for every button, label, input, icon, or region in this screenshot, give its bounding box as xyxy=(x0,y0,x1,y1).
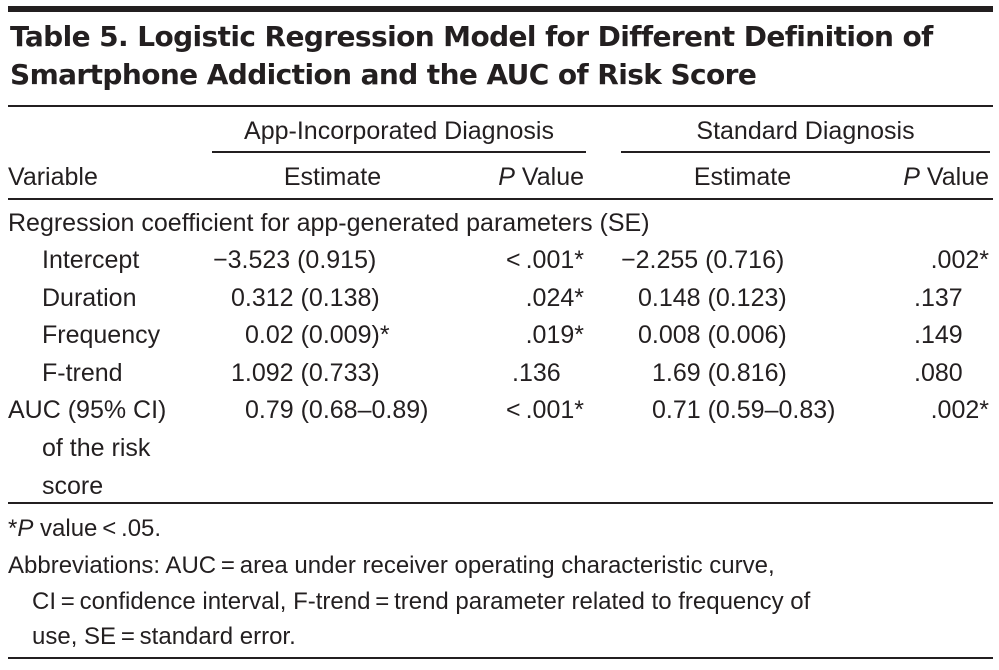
table-top-rule xyxy=(8,6,993,12)
auc-label-line-2: of the risk xyxy=(42,434,151,462)
auc-label-line-1: AUC (95% CI) xyxy=(8,396,167,424)
row-label: F-trend xyxy=(42,359,123,387)
app-estimate: 0.312 (0.138) xyxy=(231,284,380,312)
p-italic: P xyxy=(903,163,920,191)
column-header-app-pvalue: P Value xyxy=(440,162,584,192)
app-pvalue: < .001* xyxy=(506,246,584,274)
footnote-abbreviations-line-3: use, SE = standard error. xyxy=(32,623,296,650)
column-header-std-pvalue: P Value xyxy=(850,162,989,192)
std-pvalue: .080 xyxy=(914,359,963,387)
std-estimate: 0.148 (0.123) xyxy=(638,284,787,312)
std-pvalue: .137 xyxy=(914,284,963,312)
row-label: Duration xyxy=(42,284,137,312)
app-pvalue: .136 xyxy=(512,359,561,387)
auc-app-pvalue: < .001* xyxy=(506,396,584,424)
footnote-sig-text: value < .05. xyxy=(33,515,162,542)
title-line-2: Smartphone Addiction and the AUC of Risk… xyxy=(10,58,757,91)
row-label: Frequency xyxy=(42,321,161,349)
group-rule-standard xyxy=(621,151,990,153)
footnote-abbreviations-line-2: CI = confidence interval, F-trend = tren… xyxy=(32,588,811,615)
footnote-bottom-rule xyxy=(8,657,993,659)
p-value-word: Value xyxy=(919,163,989,191)
footnote-abbreviations-line-1: Abbreviations: AUC = area under receiver… xyxy=(8,552,775,579)
std-pvalue: .149 xyxy=(914,321,963,349)
auc-std-estimate: 0.71 (0.59–0.83) xyxy=(652,396,836,424)
p-value-word: Value xyxy=(514,163,584,191)
title-line-1: Table 5. Logistic Regression Model for D… xyxy=(10,20,933,53)
footnote-significance: *P value < .05. xyxy=(8,514,161,544)
auc-app-estimate: 0.79 (0.68–0.89) xyxy=(245,396,429,424)
table-bottom-rule xyxy=(8,502,993,504)
group-header-standard: Standard Diagnosis xyxy=(696,117,915,145)
app-pvalue: .019* xyxy=(525,321,584,349)
group-rule-app xyxy=(212,151,586,153)
group-header-app: App-Incorporated Diagnosis xyxy=(244,117,554,145)
column-header-app-estimate: Estimate xyxy=(283,163,382,191)
std-estimate: 0.008 (0.006) xyxy=(638,321,787,349)
header-bottom-rule xyxy=(8,198,993,200)
footnote-star: * xyxy=(8,515,18,542)
app-estimate: −3.523 (0.915) xyxy=(213,246,377,274)
p-italic: P xyxy=(498,163,515,191)
app-estimate: 1.092 (0.733) xyxy=(231,359,380,387)
table-title: Table 5. Logistic Regression Model for D… xyxy=(10,18,995,94)
app-estimate: 0.02 (0.009)* xyxy=(245,321,390,349)
app-pvalue: .024* xyxy=(525,284,584,312)
std-estimate: 1.69 (0.816) xyxy=(652,359,787,387)
std-pvalue: .002* xyxy=(930,246,989,274)
column-header-variable: Variable xyxy=(8,163,98,191)
std-estimate: −2.255 (0.716) xyxy=(621,246,785,274)
auc-label-line-3: score xyxy=(42,472,104,500)
column-header-std-estimate: Estimate xyxy=(693,163,792,191)
section-label: Regression coefficient for app-generated… xyxy=(8,209,650,237)
auc-std-pvalue: .002* xyxy=(930,396,989,424)
footnote-p: P xyxy=(17,515,34,542)
title-bottom-rule xyxy=(8,105,993,107)
row-label: Intercept xyxy=(42,246,140,274)
